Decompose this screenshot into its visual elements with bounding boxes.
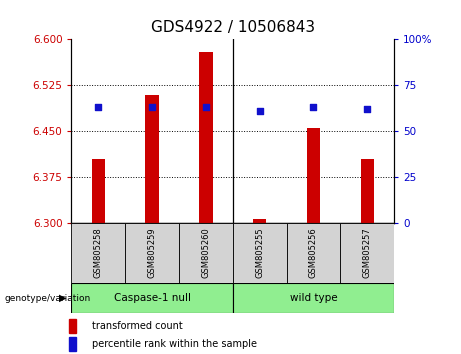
Text: GSM805255: GSM805255 bbox=[255, 228, 264, 279]
FancyBboxPatch shape bbox=[71, 223, 125, 283]
Point bbox=[310, 104, 317, 110]
Bar bbox=[307, 128, 320, 223]
Bar bbox=[69, 337, 77, 351]
Bar bbox=[69, 319, 77, 333]
Point bbox=[95, 104, 102, 110]
FancyBboxPatch shape bbox=[71, 283, 233, 313]
Bar bbox=[199, 52, 213, 223]
FancyBboxPatch shape bbox=[340, 223, 394, 283]
FancyBboxPatch shape bbox=[179, 223, 233, 283]
Point bbox=[148, 104, 156, 110]
FancyBboxPatch shape bbox=[125, 223, 179, 283]
Text: GSM805256: GSM805256 bbox=[309, 228, 318, 279]
Bar bbox=[361, 159, 374, 223]
Text: genotype/variation: genotype/variation bbox=[5, 294, 91, 303]
Text: GSM805259: GSM805259 bbox=[148, 228, 157, 279]
Text: wild type: wild type bbox=[290, 293, 337, 303]
Text: GSM805260: GSM805260 bbox=[201, 228, 210, 279]
Point bbox=[202, 104, 210, 110]
Point bbox=[256, 108, 263, 114]
FancyBboxPatch shape bbox=[233, 283, 394, 313]
Text: GSM805258: GSM805258 bbox=[94, 228, 103, 279]
Text: percentile rank within the sample: percentile rank within the sample bbox=[92, 339, 257, 349]
Point bbox=[364, 106, 371, 112]
Text: ▶: ▶ bbox=[59, 293, 67, 303]
Bar bbox=[92, 159, 105, 223]
Title: GDS4922 / 10506843: GDS4922 / 10506843 bbox=[151, 20, 315, 35]
Text: Caspase-1 null: Caspase-1 null bbox=[113, 293, 191, 303]
Bar bbox=[145, 95, 159, 223]
Bar bbox=[253, 219, 266, 223]
FancyBboxPatch shape bbox=[233, 223, 287, 283]
Text: GSM805257: GSM805257 bbox=[363, 228, 372, 279]
FancyBboxPatch shape bbox=[287, 223, 340, 283]
Text: transformed count: transformed count bbox=[92, 321, 183, 331]
